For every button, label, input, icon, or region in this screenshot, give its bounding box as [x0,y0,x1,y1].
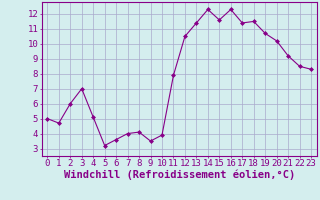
X-axis label: Windchill (Refroidissement éolien,°C): Windchill (Refroidissement éolien,°C) [64,170,295,180]
